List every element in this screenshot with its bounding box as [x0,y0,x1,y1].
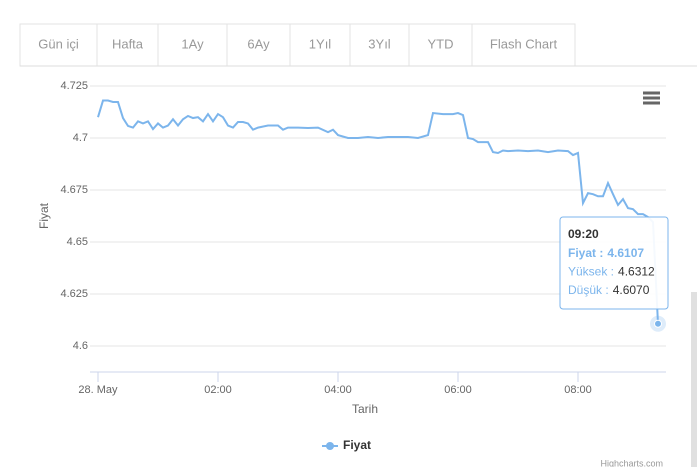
tooltip-label: Fiyat : [568,246,603,260]
tab[interactable]: Gün içi [38,36,79,51]
y-tick-label: 4.6 [73,340,88,352]
legend-marker [326,442,334,450]
x-tick-label: 06:00 [444,384,472,396]
tooltip-row: Yüksek : 4.6312 [568,265,655,279]
x-axis-title: Tarih [352,402,378,416]
tooltip-row: Düşük : 4.6070 [568,283,650,297]
tab[interactable]: 1Ay [181,36,204,51]
tooltip-value: 4.6070 [613,283,650,297]
x-tick-label: 28. May [78,384,118,396]
tab[interactable]: YTD [428,36,454,51]
tooltip-value: 4.6107 [607,246,644,260]
y-tick-label: 4.675 [60,184,88,196]
menu-button[interactable] [643,91,660,105]
x-tick-label: 02:00 [204,384,232,396]
y-tick-label: 4.65 [67,236,88,248]
y-tick-label: 4.7 [73,132,88,144]
tab[interactable]: Hafta [112,36,144,51]
tab[interactable]: 1Yıl [309,36,332,51]
x-tick-label: 08:00 [564,384,592,396]
tooltip-box [559,216,669,310]
tab[interactable]: Flash Chart [490,36,558,51]
credit: Highcharts.com [600,458,663,467]
tooltip-title: 09:20 [568,227,599,241]
tab[interactable]: 6Ay [247,36,270,51]
tooltip-value: 4.6312 [618,265,655,279]
tab-bar [19,23,576,67]
legend-label[interactable]: Fiyat [343,438,371,452]
tab[interactable]: 3Yıl [368,36,391,51]
tooltip-row: Fiyat : 4.6107 [568,246,644,260]
tooltip-label: Yüksek : [568,265,614,279]
scrollbar[interactable] [691,292,697,467]
hover-point [654,319,662,328]
y-axis-title: Fiyat [37,202,51,229]
y-tick-label: 4.725 [60,80,88,92]
y-tick-label: 4.625 [60,288,88,300]
x-tick-label: 04:00 [324,384,352,396]
price-line [97,99,659,324]
tooltip-label: Düşük : [568,283,609,297]
